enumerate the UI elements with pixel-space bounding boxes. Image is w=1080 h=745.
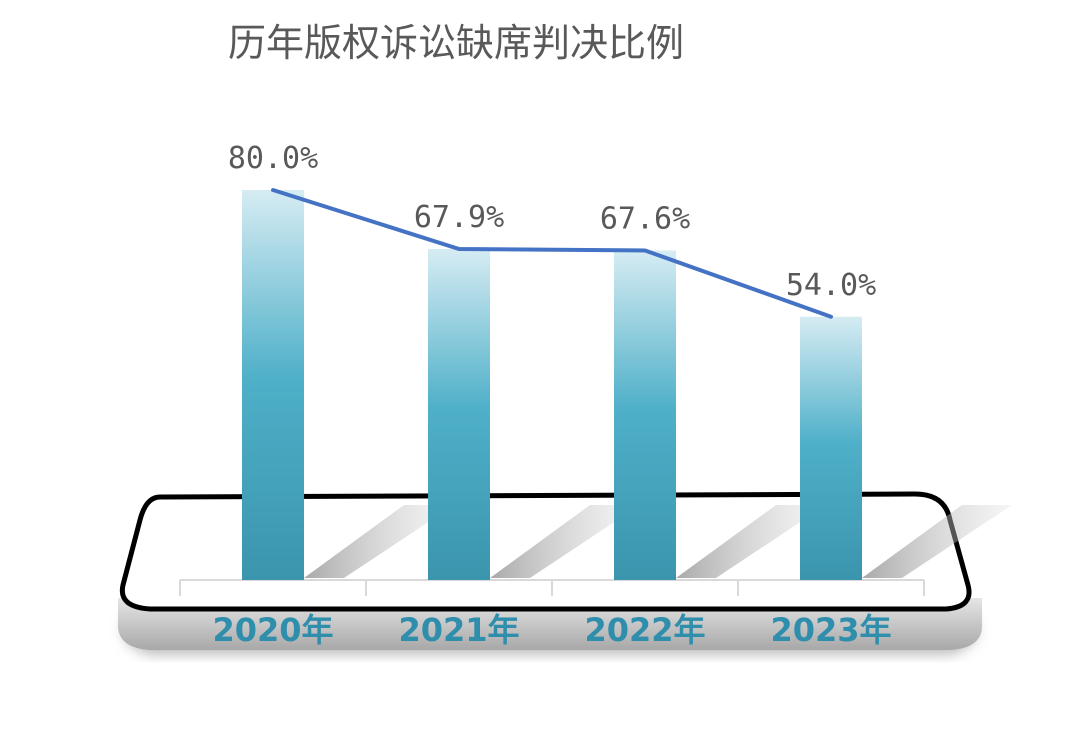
bar-shadows — [304, 505, 1012, 578]
value-label: 54.0% — [786, 268, 876, 303]
bar — [428, 248, 490, 581]
bars — [242, 190, 862, 581]
bar — [800, 316, 862, 580]
category-labels: 2020年 2021年 2022年 2023年 — [212, 611, 891, 649]
value-label: 67.9% — [414, 200, 504, 235]
value-label: 80.0% — [228, 141, 318, 176]
chart-title: 历年版权诉讼缺席判决比例 — [228, 21, 684, 65]
value-label: 67.6% — [600, 201, 690, 236]
category-label: 2021年 — [398, 611, 519, 649]
trend-line — [271, 188, 833, 319]
category-label: 2020年 — [212, 611, 333, 649]
bar — [614, 250, 676, 580]
bar — [242, 190, 304, 580]
category-label: 2022年 — [584, 611, 705, 649]
bar-shadow — [862, 505, 1012, 578]
bar-shadow — [676, 505, 826, 578]
bar-shadow — [490, 505, 640, 578]
bar-shadow — [304, 505, 454, 578]
value-labels: 80.0% 67.9% 67.6% 54.0% — [228, 141, 876, 303]
category-label: 2023年 — [770, 611, 891, 649]
